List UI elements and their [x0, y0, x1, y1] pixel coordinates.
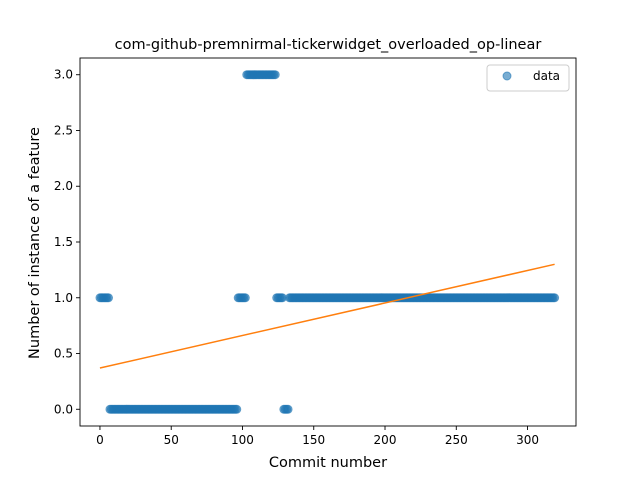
axes: 0 50 100 150 200 250 300 0.0 0.5 1.0 1.5 2.0 2.5 3.0: [54, 57, 577, 447]
y-tick-label: 0.5: [54, 347, 73, 361]
plot-area: [95, 70, 560, 414]
x-axis-label: Commit number: [269, 455, 387, 471]
chart-title: com-github-premnirmal-tickerwidget_overl…: [115, 37, 542, 53]
data-point: [283, 404, 293, 414]
y-tick-label: 3.0: [54, 68, 73, 82]
y-tick-label: 1.5: [54, 235, 73, 249]
legend-frame: [486, 64, 570, 92]
y-tick-label: 2.5: [54, 123, 73, 137]
fit-line: [99, 263, 555, 369]
data-point: [104, 293, 114, 303]
data-point: [240, 293, 250, 303]
data-point: [270, 70, 280, 80]
x-tick-label: 0: [96, 433, 104, 447]
legend: data: [486, 64, 570, 92]
x-tick-label: 200: [374, 433, 397, 447]
data-point: [232, 404, 242, 414]
x-tick-label: 150: [302, 433, 325, 447]
y-tick-label: 2.0: [54, 179, 73, 193]
x-tick-label: 50: [164, 433, 179, 447]
legend-label-data: data: [533, 69, 560, 83]
x-tick-label: 100: [231, 433, 254, 447]
x-tick-label: 250: [445, 433, 468, 447]
y-tick-label: 0.0: [54, 402, 73, 416]
x-tick-label: 300: [516, 433, 539, 447]
legend-marker-data: [502, 71, 512, 81]
y-axis-label: Number of instance of a feature: [27, 127, 43, 359]
data-point: [550, 293, 560, 303]
y-tick-label: 1.0: [54, 291, 73, 305]
